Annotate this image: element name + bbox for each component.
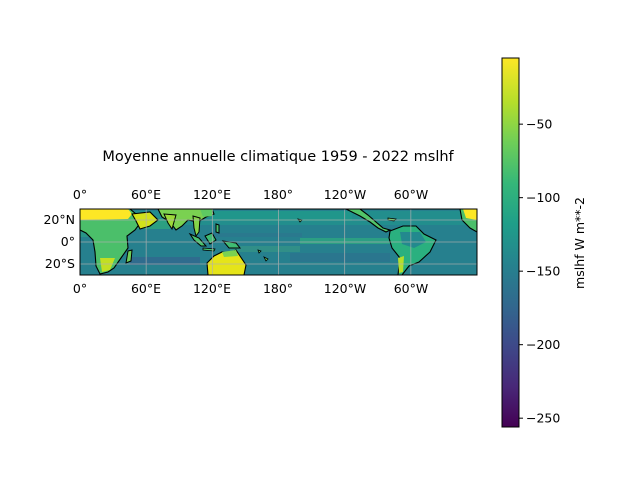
lon-label-bottom: 0° [73, 281, 87, 296]
gridlines [79, 209, 477, 275]
north-pacific-band [212, 211, 352, 221]
indochina-landmass [192, 215, 201, 238]
lat-label: 20°N [43, 212, 75, 227]
philippines-landmass [215, 223, 220, 234]
sumatra-landmass [188, 232, 208, 247]
equatorial-band [212, 233, 302, 237]
south-america-dry-region [398, 256, 404, 273]
map-frame [79, 208, 478, 276]
australia-landmass [206, 249, 247, 275]
south-africa-desert [100, 258, 115, 272]
java-landmass [202, 247, 216, 252]
colorbar-label: mslhf W m**-2 [572, 197, 587, 289]
lon-labels-top: 0° 60°E 120°E 180° 120°W 60°W [73, 187, 428, 202]
lon-label-bottom: 60°W [394, 281, 429, 296]
south-pacific-band [290, 253, 390, 262]
lon-label-top: 120°E [193, 187, 231, 202]
caribbean-islands [387, 217, 397, 222]
colorbar-tick-label: −250 [526, 411, 560, 426]
colorbar-tick-label: −200 [526, 337, 560, 352]
colorbar [501, 57, 520, 428]
lat-labels: 20°N 0° 20°S [43, 212, 75, 271]
lon-label-bottom: 180° [263, 281, 293, 296]
lon-label-bottom: 120°E [193, 281, 231, 296]
sahara-wrap-region [463, 209, 477, 220]
lon-label-bottom: 60°E [131, 281, 161, 296]
map-title: Moyenne annuelle climatique 1959 - 2022 … [102, 149, 454, 165]
lon-label-top: 60°W [394, 187, 429, 202]
lon-label-top: 120°W [324, 187, 366, 202]
arabia-landmass [131, 211, 159, 230]
amazon-region [400, 232, 426, 248]
colorbar-tick-label: −150 [526, 264, 560, 279]
lon-label-bottom: 120°W [324, 281, 366, 296]
australia-coast-band [222, 250, 238, 257]
itcz-band [300, 238, 400, 244]
sahara-region [80, 209, 132, 220]
colorbar-tick-label: −50 [526, 117, 552, 132]
colorbar-ticks: −50 −100 −150 −200 −250 [519, 117, 560, 426]
lon-label-top: 180° [263, 187, 293, 202]
borneo-landmass [204, 232, 217, 245]
china-region [200, 209, 213, 217]
west-pacific-band [230, 246, 300, 252]
lon-label-top: 0° [73, 187, 87, 202]
pacific-islands [257, 218, 303, 262]
lat-label: 20°S [45, 256, 75, 271]
south-indian-low-band [130, 257, 200, 265]
madagascar-landmass [125, 249, 133, 264]
lat-label: 0° [61, 234, 75, 249]
lon-label-top: 60°E [131, 187, 161, 202]
lon-labels-bottom: 0° 60°E 120°E 180° 120°W 60°W [73, 281, 428, 296]
colorbar-tick-label: −100 [526, 190, 560, 205]
